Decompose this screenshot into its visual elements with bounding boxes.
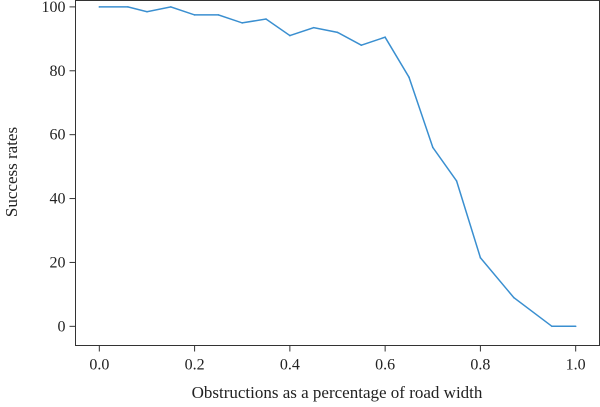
x-tick-label: 0.6: [375, 357, 395, 374]
data-point: [241, 22, 243, 24]
data-point: [551, 325, 553, 328]
y-tick-label: 60: [50, 127, 66, 144]
data-point: [193, 14, 196, 16]
data-point: [513, 296, 515, 299]
x-axis: 0.0 0.2 0.4 0.6 0.8 1.0: [89, 345, 586, 374]
y-tick-label: 20: [50, 254, 66, 271]
data-point: [170, 6, 172, 8]
data-point: [98, 6, 101, 8]
y-tick-label: 40: [50, 191, 66, 208]
y-tick-label: 100: [42, 0, 66, 16]
x-tick-label: 0.8: [470, 357, 490, 374]
data-point: [455, 180, 458, 182]
y-tick-label: 0: [58, 318, 66, 335]
y-axis-title: Success rates: [2, 127, 21, 217]
data-point: [265, 18, 267, 20]
x-tick-label: 1.0: [566, 357, 586, 374]
data-point: [360, 44, 363, 46]
data-point: [574, 325, 577, 328]
x-tick-label: 0.0: [89, 357, 109, 374]
data-point: [289, 34, 291, 37]
plot-frame: [75, 0, 600, 346]
y-tick-label: 80: [50, 63, 66, 80]
y-axis: 0 20 40 60 80 100: [42, 0, 76, 335]
x-tick-label: 0.2: [185, 357, 205, 374]
data-point: [432, 146, 434, 149]
data-point: [312, 26, 315, 29]
data-point: [336, 31, 339, 34]
success-rate-line: [99, 6, 576, 328]
data-points: [98, 6, 577, 328]
data-point: [479, 256, 482, 259]
x-tick-label: 0.4: [280, 357, 300, 374]
data-point: [408, 76, 410, 78]
x-axis-title: Obstructions as a percentage of road wid…: [192, 383, 483, 402]
data-point: [384, 36, 386, 38]
data-point: [146, 10, 148, 13]
data-point: [127, 6, 129, 8]
data-point: [217, 14, 220, 16]
